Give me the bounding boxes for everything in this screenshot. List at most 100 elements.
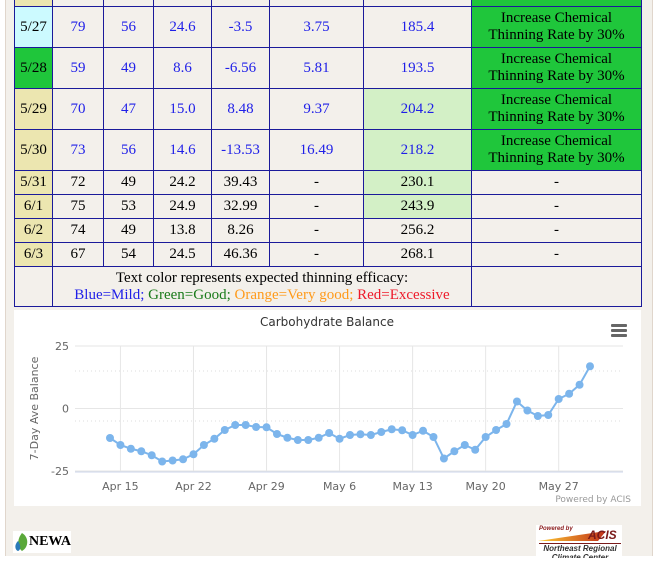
data-point[interactable]	[106, 434, 114, 442]
value-cell: 5.81	[269, 47, 364, 89]
legend-heading: Text color represents expected thinning …	[115, 269, 409, 286]
recommendation-cell: Increase Chemical Thinning Rate by 30%	[471, 6, 642, 48]
legend-item: Red=Excessive	[357, 286, 450, 303]
value-cell: 49	[103, 170, 154, 195]
data-point[interactable]	[533, 412, 542, 420]
data-point[interactable]	[523, 406, 532, 415]
data-point[interactable]	[387, 425, 396, 434]
value-cell: 54	[103, 242, 154, 267]
data-point[interactable]	[512, 397, 521, 406]
data-point[interactable]	[492, 426, 501, 434]
data-point[interactable]	[137, 447, 146, 456]
value-cell: -13.53	[211, 129, 270, 171]
series-line	[109, 365, 591, 463]
x-tick-label: May 13	[392, 480, 432, 493]
newa-logo[interactable]: NEWA	[13, 531, 71, 553]
y-tick-label: 0	[62, 403, 69, 416]
value-cell: 39.43	[211, 170, 270, 195]
value-cell: 9.37	[269, 88, 364, 130]
value-cell: 15.0	[153, 88, 212, 130]
value-cell: 73	[52, 129, 104, 171]
y-axis-label: 7-Day Ave Balance	[28, 356, 41, 460]
data-point[interactable]	[575, 380, 584, 389]
x-tick-label: May 20	[466, 480, 506, 493]
data-point[interactable]	[283, 433, 292, 442]
data-point[interactable]	[126, 444, 135, 453]
data-point[interactable]	[210, 434, 219, 443]
data-point[interactable]	[304, 436, 313, 444]
data-point[interactable]	[293, 436, 302, 444]
data-point[interactable]	[419, 426, 428, 435]
acis-swoosh-icon	[538, 531, 606, 541]
data-point[interactable]	[116, 441, 125, 449]
data-point[interactable]	[346, 431, 354, 439]
data-point[interactable]	[429, 433, 438, 441]
data-point[interactable]	[314, 433, 323, 442]
value-cell: 185.4	[363, 6, 472, 48]
chart-credits[interactable]: Powered by ACIS	[555, 495, 631, 505]
data-point[interactable]	[272, 430, 281, 438]
value-cell: 56	[103, 129, 154, 171]
data-point[interactable]	[199, 441, 208, 449]
newa-logo-text: NEWA	[28, 534, 71, 549]
data-point[interactable]	[179, 455, 188, 464]
value-cell: 46.36	[211, 242, 270, 267]
data-point[interactable]	[241, 421, 250, 429]
data-point[interactable]	[158, 457, 167, 466]
data-point[interactable]	[356, 430, 365, 439]
table-row: 5/28 59 49 8.6 -6.56 5.81 193.5 Increase Chemic…	[14, 47, 642, 89]
data-point[interactable]	[366, 431, 375, 439]
data-point[interactable]	[554, 395, 563, 403]
data-point[interactable]	[450, 447, 459, 456]
data-point[interactable]	[147, 451, 156, 460]
data-point[interactable]	[586, 362, 594, 371]
date-cell: 6/1	[14, 194, 53, 219]
value-cell: 47	[103, 88, 154, 130]
data-point[interactable]	[460, 441, 469, 449]
value-cell: 79	[52, 6, 104, 48]
data-point[interactable]	[168, 456, 177, 465]
data-point[interactable]	[335, 434, 344, 443]
acis-text: ACIS	[588, 528, 617, 542]
data-point[interactable]	[398, 426, 407, 435]
data-point[interactable]	[408, 431, 417, 439]
value-cell: 70	[52, 88, 104, 130]
y-tick-label: 25	[55, 340, 69, 353]
value-cell: 59	[52, 47, 104, 89]
value-cell: 230.1	[363, 170, 472, 195]
data-point[interactable]	[252, 423, 261, 431]
data-point[interactable]	[189, 450, 198, 459]
recommendation-cell: -	[471, 242, 642, 267]
data-point[interactable]	[220, 426, 229, 434]
data-point[interactable]	[565, 389, 574, 398]
data-point[interactable]	[544, 411, 553, 419]
table-row: 5/29 70 47 15.0 8.48 9.37 204.2 Increase Chemic…	[14, 88, 642, 130]
data-point[interactable]	[439, 454, 448, 463]
value-cell: 243.9	[363, 194, 472, 219]
value-cell: 8.48	[211, 88, 270, 130]
value-cell: 49	[103, 47, 154, 89]
legend-empty-cell	[14, 266, 53, 307]
date-cell: 5/27	[14, 6, 53, 48]
data-point[interactable]	[262, 423, 271, 432]
chart-menu-icon[interactable]	[611, 324, 627, 337]
data-point[interactable]	[231, 421, 240, 429]
data-point[interactable]	[502, 420, 511, 428]
recommendation-cell: -	[471, 218, 642, 243]
data-point[interactable]	[481, 433, 490, 441]
value-cell: -	[269, 170, 364, 195]
data-point[interactable]	[377, 428, 386, 436]
value-cell: 49	[103, 218, 154, 243]
data-point[interactable]	[325, 429, 334, 437]
value-cell: 268.1	[363, 242, 472, 267]
legend-item: Blue=Mild;	[74, 286, 145, 303]
acis-logo[interactable]: Powered by ACIS Northeast Regional Clima…	[536, 525, 622, 558]
value-cell: 8.6	[153, 47, 212, 89]
table-row: 6/2 74 49 13.8 8.26-256.2-	[14, 218, 642, 243]
value-cell: 24.6	[153, 6, 212, 48]
thinning-table: 5/27 79 56 24.6 -3.5 3.75 185.4 Increase Chemic…	[14, 0, 642, 307]
legend-item: Green=Good;	[148, 286, 231, 303]
recommendation-cell: Increase Chemical Thinning Rate by 30%	[471, 129, 642, 171]
data-point[interactable]	[471, 445, 480, 454]
recommendation-cell: -	[471, 194, 642, 219]
